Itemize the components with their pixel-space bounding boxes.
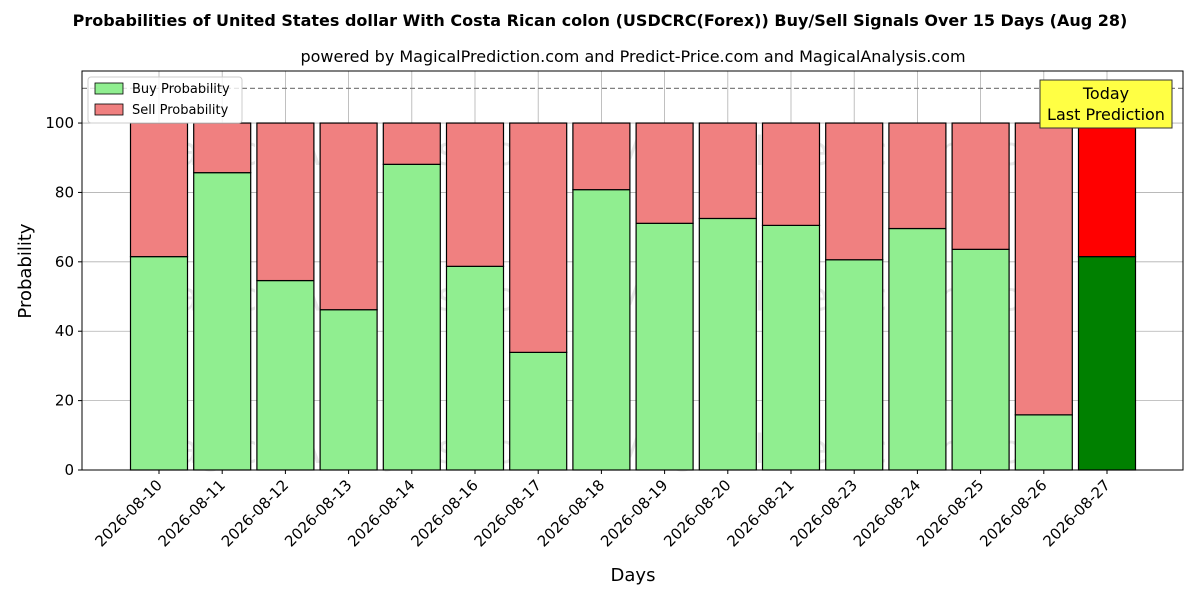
buy-bar [825,259,884,471]
y-tick-label: 0 [64,461,74,479]
buy-bar [1077,256,1137,471]
buy-bar [635,222,694,471]
buy-bar [256,279,315,471]
plot-frame [81,70,1184,471]
x-tick-label: 2026-08-27 [1039,476,1113,550]
x-tick-label: 2026-08-21 [723,476,797,550]
sell-bar [761,122,821,226]
today-annotation: Today Last Prediction [1039,79,1173,129]
legend-frame [87,76,243,124]
legend-sell-label: Sell Probability [132,103,229,118]
x-tick-label: 2026-08-10 [91,476,165,550]
buy-bar [129,256,189,471]
y-tick-label: 100 [45,114,74,132]
sell-bar [888,122,947,230]
bars-layer [129,122,1137,471]
x-tick-label: 2026-08-23 [787,476,861,550]
buy-bar [382,163,441,471]
y-tick-label: 60 [55,253,74,271]
buy-bar [509,351,568,471]
y-axis-label: Probability [15,223,36,318]
sell-bar [382,122,441,165]
buy-bar [193,172,252,471]
buy-bar [761,224,821,471]
today-annotation-box [1039,79,1173,129]
x-tick-label: 2026-08-20 [660,476,734,550]
sell-bar [129,122,189,258]
x-tick-label: 2026-08-14 [344,476,418,550]
buy-bar [319,309,378,471]
x-tick-label: 2026-08-11 [155,476,229,550]
x-tick-label: 2026-08-17 [471,476,545,550]
today-annotation-line-1: Today [1082,84,1129,103]
sell-bar [951,122,1010,250]
sell-bar [193,122,252,174]
x-tick-label: 2026-08-12 [218,476,292,550]
sell-bar [256,122,315,282]
chart-title: Probabilities of United States dollar Wi… [73,11,1128,30]
x-tick-label: 2026-08-24 [850,476,924,550]
sell-bar [635,122,694,224]
buy-bar [445,265,505,471]
y-tick-label: 40 [55,322,74,340]
y-tick-label: 80 [55,183,74,201]
sell-bar [1014,122,1073,416]
buy-bar [572,189,631,471]
x-tick-label: 2026-08-13 [281,476,355,550]
sell-bar [319,122,378,311]
legend-buy-label: Buy Probability [132,82,230,97]
x-tick-label: 2026-08-18 [534,476,608,550]
today-annotation-line-2: Last Prediction [1047,105,1165,124]
buy-bar [698,217,757,471]
sell-bar [509,122,568,353]
x-axis-label: Days [611,565,656,586]
buy-bar [951,248,1010,471]
sell-bar [445,122,505,267]
x-tick-label: 2026-08-16 [407,476,481,550]
sell-bar [698,122,757,220]
x-tick-label: 2026-08-26 [976,476,1050,550]
legend: Buy Probability Sell Probability [87,76,243,124]
sell-bar [572,122,631,191]
legend-sell-swatch [94,103,124,116]
x-tick-label: 2026-08-19 [597,476,671,550]
sell-bar [1077,122,1137,258]
y-tick-label: 20 [55,392,74,410]
legend-buy-swatch [94,82,124,95]
sell-bar [825,122,884,261]
x-tick-label: 2026-08-25 [913,476,987,550]
buy-bar [1014,414,1073,471]
buy-bar [888,227,947,471]
chart-subtitle: powered by MagicalPrediction.com and Pre… [300,47,965,66]
